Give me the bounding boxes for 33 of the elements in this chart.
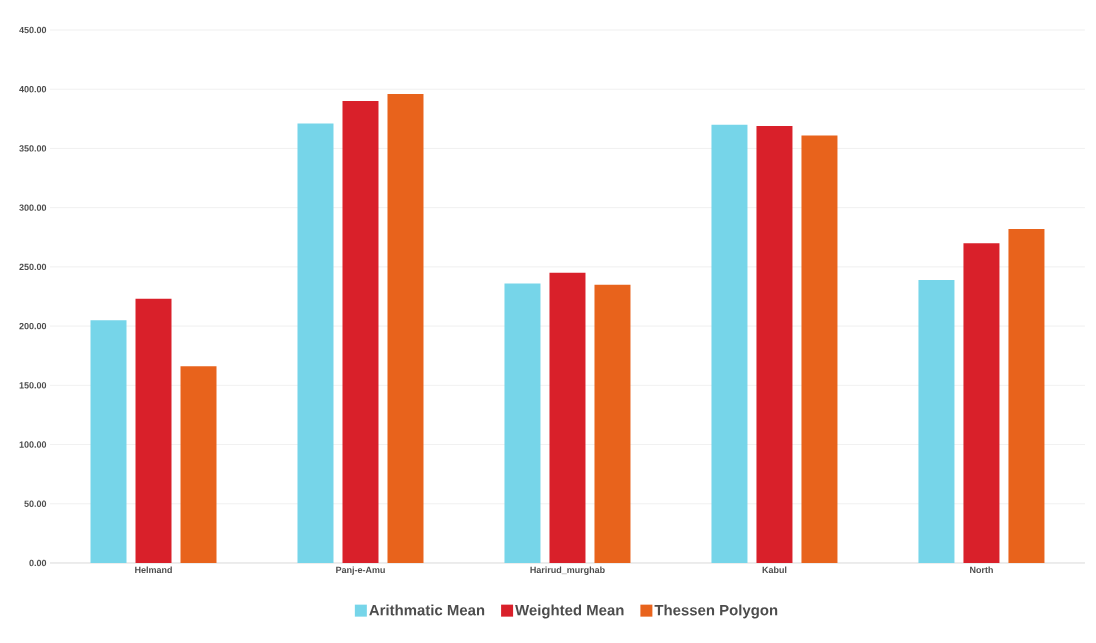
bar — [918, 279, 955, 563]
y-tick-label: 200.00 — [19, 322, 47, 330]
bar — [801, 135, 838, 563]
bar — [180, 366, 217, 563]
legend-label: Weighted Mean — [515, 604, 624, 619]
bar — [387, 93, 424, 563]
y-tick-label: 150.00 — [19, 382, 47, 389]
bar — [297, 123, 334, 563]
bar — [594, 284, 631, 563]
y-tick-label: 350.00 — [19, 145, 47, 152]
bar — [342, 101, 379, 563]
legend-label: Thessen Polygon — [654, 604, 778, 619]
bar — [549, 272, 586, 563]
bar — [504, 283, 541, 563]
bar — [1008, 228, 1045, 563]
bar — [135, 298, 172, 563]
y-tick-label: 100.00 — [19, 441, 47, 448]
x-tick-label: Harirud_murghab — [530, 566, 605, 575]
bar — [711, 124, 748, 563]
y-tick-label: 400.00 — [19, 86, 47, 93]
y-tick-label: 0.00 — [29, 559, 47, 567]
x-tick-label: Panj-e-Amu — [336, 566, 385, 575]
legend-label: Arithmatic Mean — [369, 604, 485, 616]
x-tick-label: Helmand — [135, 566, 172, 574]
x-tick-label: North — [970, 566, 993, 574]
bar — [756, 125, 793, 563]
y-tick-label: 300.00 — [19, 204, 47, 211]
bar — [963, 243, 1000, 563]
y-tick-label: 50.00 — [24, 500, 47, 507]
y-tick-label: 250.00 — [19, 263, 47, 271]
y-tick-label: 450.00 — [19, 26, 47, 34]
x-tick-label: Kabul — [762, 566, 787, 574]
bar — [90, 320, 127, 563]
